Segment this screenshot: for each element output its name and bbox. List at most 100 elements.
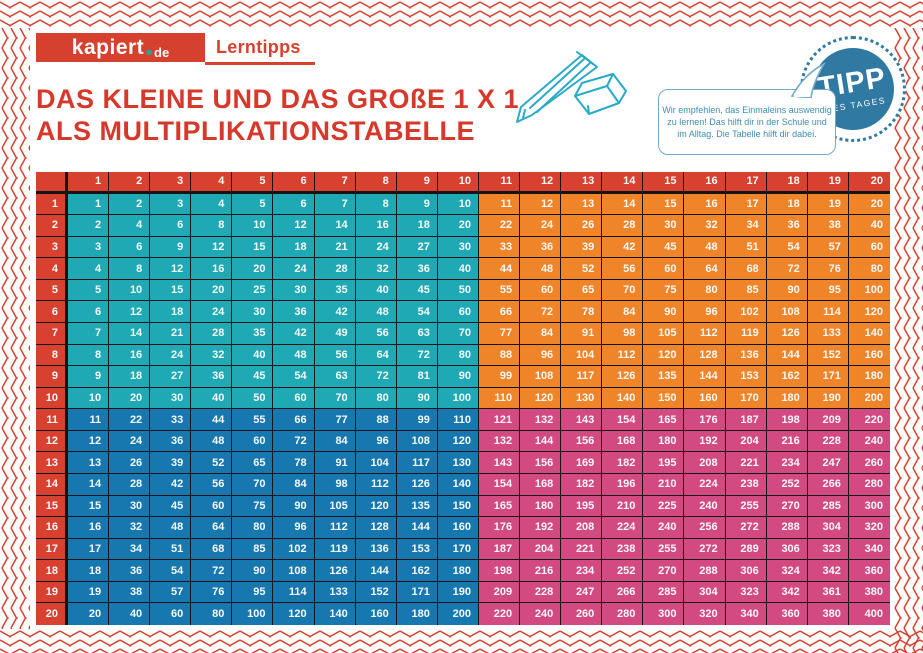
table-cell: 30 [109,495,151,518]
table-cell: 40 [848,215,890,237]
col-header-cell: 11 [478,172,521,194]
row-header-cell: 4 [36,258,68,280]
table-cell: 60 [437,301,479,323]
table-cell: 128 [684,344,726,367]
table-cell: 140 [314,603,356,625]
table-cell: 30 [643,215,685,237]
col-header-cell: 18 [766,172,808,194]
row-header-cell: 15 [36,495,68,518]
table-cell: 143 [561,409,603,431]
table-cell: 120 [848,301,890,323]
bubble-line1: Wir empfehlen, das Einmaleins auswendig [662,104,832,115]
table-cell: 80 [355,387,397,410]
table-cell: 176 [684,409,726,431]
table-cell: 340 [725,603,767,625]
table-cell: 156 [561,430,603,453]
col-header-cell: 12 [520,172,562,194]
table-cell: 180 [643,430,685,453]
table-cell: 104 [561,344,603,367]
table-cell: 100 [437,387,479,410]
table-cell: 40 [191,387,233,410]
table-cell: 42 [273,322,315,345]
table-cell: 132 [520,409,562,431]
table-cell: 66 [273,409,315,431]
table-cell: 2 [109,193,151,216]
table-cell: 280 [602,603,644,625]
table-cell: 7 [314,193,356,216]
table-cell: 26 [109,452,151,474]
table-cell: 12 [273,215,315,237]
table-cell: 16 [68,517,110,539]
table-cell: 72 [355,366,397,388]
table-cell: 144 [520,430,562,453]
table-cell: 160 [437,517,479,539]
table-cell: 39 [150,452,192,474]
table-cell: 27 [396,236,438,259]
table-cell: 285 [643,581,685,604]
table-cell: 18 [273,236,315,259]
table-cell: 228 [520,581,562,604]
table-cell: 304 [684,581,726,604]
table-cell: 165 [643,409,685,431]
table-cell: 19 [807,193,849,216]
table-cell: 24 [191,301,233,323]
table-cell: 210 [643,473,685,496]
table-cell: 24 [150,344,192,367]
row-header-cell: 18 [36,560,68,582]
multiplication-table: 1 2 3 4 5 6 7 8 9 10 11 12 13 14 15 16 17 18 19 20 1 1 2 3 4 5 6 7 8… [36,172,890,625]
table-cell: 8 [355,193,397,216]
table-cell: 143 [478,452,521,474]
table-cell: 126 [314,560,356,582]
table-cell: 10 [232,215,274,237]
zigzag-border-left [0,28,30,629]
table-cell: 171 [396,581,438,604]
table-cell: 40 [232,344,274,367]
table-cell: 324 [766,560,808,582]
table-cell: 195 [643,452,685,474]
table-cell: 85 [725,279,767,302]
table-cell: 6 [109,236,151,259]
row-header-cell: 10 [36,387,68,410]
table-cell: 234 [766,452,808,474]
table-cell: 55 [232,409,274,431]
table-cell: 18 [396,215,438,237]
table-cell: 32 [191,344,233,367]
table-cell: 104 [355,452,397,474]
table-cell: 95 [807,279,849,302]
table-cell: 48 [520,258,562,280]
table-cell: 64 [191,517,233,539]
table-cell: 34 [109,538,151,561]
table-cell: 102 [725,301,767,323]
table-cell: 238 [602,538,644,561]
table-cell: 72 [396,344,438,367]
table-cell: 57 [807,236,849,259]
table-cell: 50 [232,387,274,410]
table-cell: 126 [602,366,644,388]
row-header-cell: 19 [36,581,68,604]
table-cell: 65 [232,452,274,474]
table-cell: 15 [68,495,110,518]
table-cell: 192 [520,517,562,539]
table-cell: 288 [766,517,808,539]
table-cell: 120 [643,344,685,367]
table-cell: 4 [109,215,151,237]
table-cell: 2 [68,215,110,237]
table-cell: 15 [150,279,192,302]
table-cell: 91 [314,452,356,474]
table-cell: 8 [109,258,151,280]
table-cell: 195 [561,495,603,518]
table-cell: 90 [396,387,438,410]
page-title-line2: ALS MULTIPLIKATIONSTABELLE [36,115,475,146]
table-cell: 20 [848,193,890,216]
table-cell: 4 [191,193,233,216]
table-cell: 114 [273,581,315,604]
table-cell: 25 [232,279,274,302]
table-cell: 160 [684,387,726,410]
table-cell: 76 [807,258,849,280]
table-cell: 77 [314,409,356,431]
table-cell: 252 [766,473,808,496]
table-cell: 38 [807,215,849,237]
table-cell: 182 [561,473,603,496]
col-header-cell: 9 [396,172,438,194]
table-cell: 68 [725,258,767,280]
